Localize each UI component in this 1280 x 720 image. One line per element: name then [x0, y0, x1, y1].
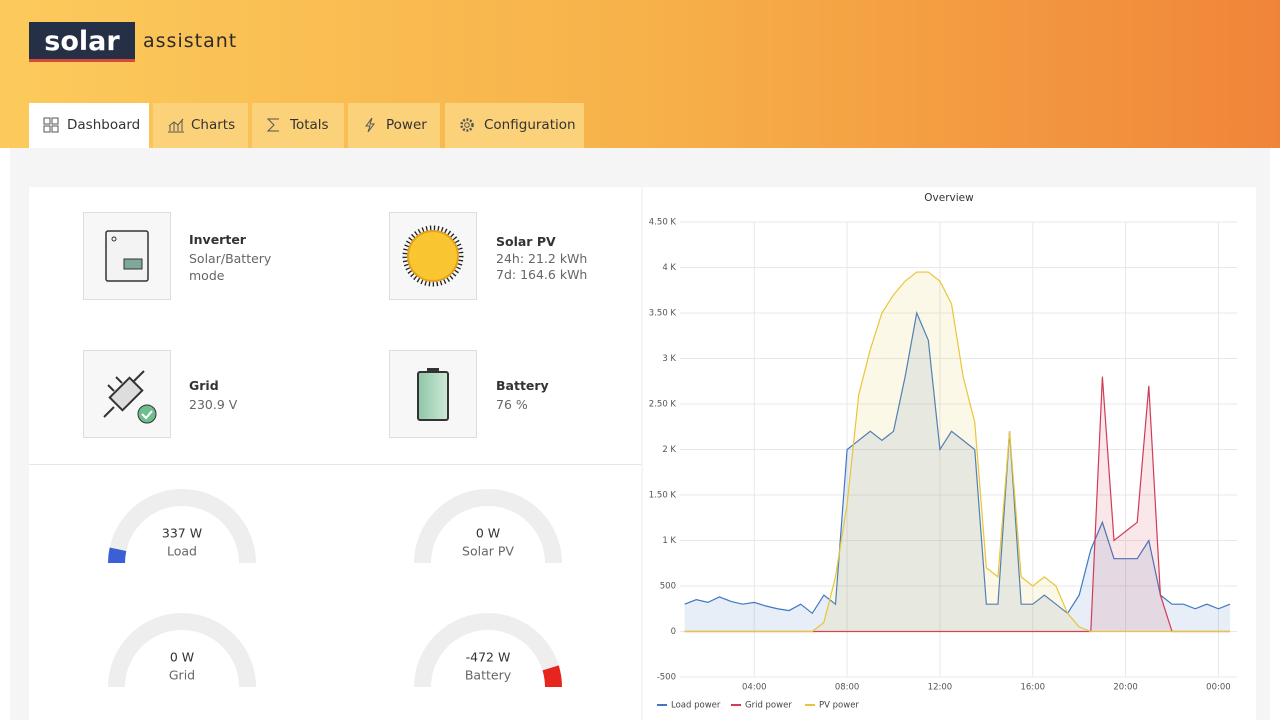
gauge-label: Battery	[465, 668, 512, 683]
gauge-track	[414, 613, 562, 688]
icon	[402, 225, 464, 287]
tab-label: Charts	[191, 117, 236, 133]
gauge-fill	[542, 665, 562, 688]
y-tick-label: 0	[671, 627, 676, 637]
icon	[417, 368, 449, 421]
card-text: 76 %	[496, 397, 528, 412]
card-title: Inverter	[189, 232, 246, 247]
x-tick-label: 08:00	[835, 683, 860, 693]
tab-label: Configuration	[484, 117, 576, 133]
x-tick-label: 12:00	[928, 683, 953, 693]
card-title: Grid	[189, 378, 219, 393]
y-tick-label: 1 K	[662, 536, 676, 546]
icon	[460, 118, 474, 132]
inverter-icon[interactable]	[83, 212, 171, 300]
card-text: Solar/Battery mode	[189, 251, 272, 283]
x-tick-label: 04:00	[742, 683, 767, 693]
y-tick-label: 1.50 K	[649, 491, 677, 501]
tab[interactable]: Charts	[153, 103, 248, 148]
y-tick-label: 4.50 K	[649, 218, 677, 228]
gauge-value: -472 W	[466, 650, 511, 665]
area	[684, 272, 1231, 632]
x-tick-label: 16:00	[1021, 683, 1045, 693]
logo-suffix: assistant	[143, 30, 238, 52]
gauge-track	[414, 489, 562, 564]
y-tick-label: 2 K	[662, 445, 676, 455]
gauge-track	[108, 489, 256, 564]
logo[interactable]: solar	[29, 22, 135, 62]
icon	[105, 230, 149, 282]
icon	[266, 118, 279, 132]
chart-title: Overview	[924, 192, 974, 204]
x-tick-label: 20:00	[1113, 683, 1138, 693]
y-tick-label: 2.50 K	[649, 400, 677, 410]
card-text: 24h: 21.2 kWh	[496, 251, 588, 266]
y-tick-label: -500	[657, 673, 676, 683]
tab[interactable]: Totals	[252, 103, 344, 148]
gauges: 337 W Load 0 W Solar PV 0 W Grid -472 W Battery	[108, 489, 562, 688]
line	[684, 310, 1231, 615]
icon	[43, 117, 59, 133]
tab[interactable]: Dashboard	[29, 103, 149, 148]
card-title: Battery	[496, 378, 549, 393]
y-tick-label: 3.50 K	[649, 309, 677, 319]
tab-label: Totals	[290, 117, 329, 133]
gauge-label: Solar PV	[462, 544, 514, 559]
area	[684, 313, 1231, 632]
legend-label: PV power	[819, 701, 859, 711]
tab[interactable]: Configuration	[445, 103, 584, 148]
gauge-value: 337 W	[162, 526, 202, 541]
y-tick-label: 500	[660, 582, 676, 592]
icon	[168, 118, 184, 133]
gauge-label: Grid	[169, 668, 195, 683]
card-title: Solar PV	[496, 234, 556, 249]
legend-label: Load power	[671, 701, 721, 711]
icon	[103, 370, 157, 424]
gauge-track	[108, 613, 256, 688]
tab[interactable]: Power	[348, 103, 440, 148]
x-tick-label: 00:00	[1206, 683, 1231, 693]
y-tick-label: 4 K	[662, 263, 676, 273]
chart: Overview -500 0 500 1 K 1.50 K 2 K 2.50 K 3 K 3.…	[649, 192, 1237, 711]
grid-icon[interactable]	[83, 350, 171, 438]
gauge-value: 0 W	[476, 526, 500, 541]
card-text: 230.9 V	[189, 397, 238, 412]
solar-icon[interactable]	[389, 212, 477, 300]
battery-icon[interactable]	[389, 350, 477, 438]
icon	[365, 117, 375, 133]
tab-label: Dashboard	[67, 117, 141, 133]
legend-label: Grid power	[745, 701, 792, 711]
tab-label: Power	[386, 117, 427, 133]
card-text: 7d: 164.6 kWh	[496, 267, 588, 282]
line	[684, 271, 1231, 633]
divider	[29, 464, 641, 465]
gauge-label: Load	[167, 544, 197, 559]
y-tick-label: 3 K	[662, 354, 676, 364]
gauge-fill	[108, 547, 127, 564]
gauge-value: 0 W	[170, 650, 194, 665]
